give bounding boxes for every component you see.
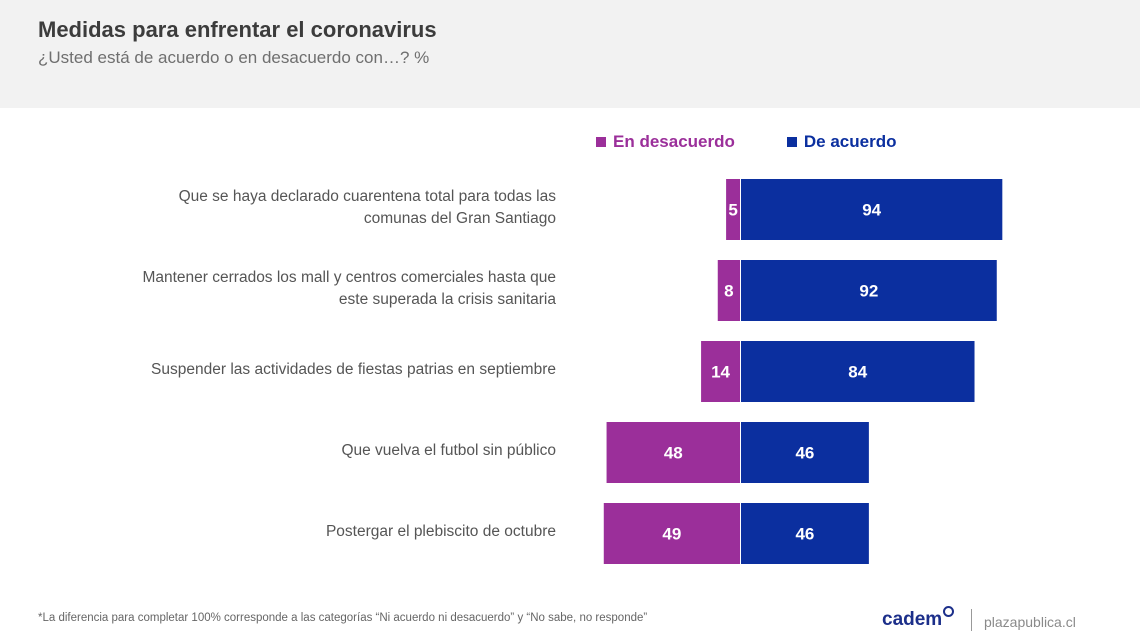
category-label-4: Postergar el plebiscito de octubre	[60, 521, 556, 543]
value-label-desacuerdo-1: 8	[724, 282, 733, 301]
category-label-line: Que vuelva el futbol sin público	[341, 441, 556, 459]
bar-desacuerdo-2	[701, 341, 740, 402]
source-label: plazapublica.cl	[984, 614, 1076, 630]
category-label-0: Que se haya declarado cuarentena total p…	[60, 186, 556, 230]
value-label-desacuerdo-0: 5	[728, 201, 737, 220]
bar-acuerdo-1	[741, 260, 997, 321]
category-label-line: Postergar el plebiscito de octubre	[325, 522, 556, 540]
cadem-logo-text: cadem	[882, 609, 943, 630]
bar-acuerdo-3	[741, 422, 869, 483]
page-subtitle: ¿Usted está de acuerdo o en desacuerdo c…	[38, 48, 430, 67]
cadem-logo-circle-icon	[943, 606, 955, 617]
value-label-desacuerdo-4: 49	[662, 525, 681, 544]
value-label-acuerdo-1: 92	[859, 282, 878, 301]
category-label-line: comunas del Gran Santiago	[363, 209, 556, 227]
legend-entry-desacuerdo: En desacuerdo	[596, 132, 735, 152]
category-label-line: Mantener cerrados los mall y centros com…	[142, 268, 556, 286]
value-label-acuerdo-3: 46	[795, 444, 814, 463]
value-label-desacuerdo-2: 14	[711, 363, 730, 382]
bar-desacuerdo-1	[717, 260, 740, 321]
value-label-desacuerdo-3: 48	[664, 444, 683, 463]
bar-desacuerdo-3	[606, 422, 740, 483]
category-label-3: Que vuelva el futbol sin público	[60, 440, 556, 462]
legend-entry-acuerdo: De acuerdo	[786, 132, 897, 152]
bar-desacuerdo-4	[603, 503, 740, 564]
chart-legend: En desacuerdo De acuerdo	[596, 131, 896, 153]
page-title: Medidas para enfrentar el coronavirus	[38, 17, 437, 42]
bar-acuerdo-2	[741, 341, 975, 402]
value-label-acuerdo-2: 84	[848, 363, 867, 382]
value-label-acuerdo-4: 46	[795, 525, 814, 544]
category-label-line: Suspender las actividades de fiestas pat…	[151, 360, 556, 378]
legend-swatch-desacuerdo	[596, 137, 606, 147]
category-label-line: Que se haya declarado cuarentena total p…	[178, 187, 556, 205]
value-label-acuerdo-0: 94	[862, 201, 881, 220]
category-label-line: este superada la crisis sanitaria	[338, 290, 556, 308]
footer-divider	[971, 609, 972, 631]
legend-label-desacuerdo: En desacuerdo	[613, 132, 735, 151]
bar-acuerdo-0	[741, 179, 1003, 240]
cadem-logo: cadem	[882, 606, 955, 631]
legend-label-acuerdo: De acuerdo	[803, 132, 897, 151]
header-band: Medidas para enfrentar el coronavirus ¿U…	[0, 0, 1140, 108]
category-label-1: Mantener cerrados los mall y centros com…	[60, 267, 556, 311]
category-label-2: Suspender las actividades de fiestas pat…	[60, 359, 556, 381]
footnote: *La diferencia para completar 100% corre…	[38, 612, 648, 624]
bar-desacuerdo-0	[726, 179, 740, 240]
legend-swatch-acuerdo	[786, 137, 797, 147]
bar-acuerdo-4	[741, 503, 869, 564]
